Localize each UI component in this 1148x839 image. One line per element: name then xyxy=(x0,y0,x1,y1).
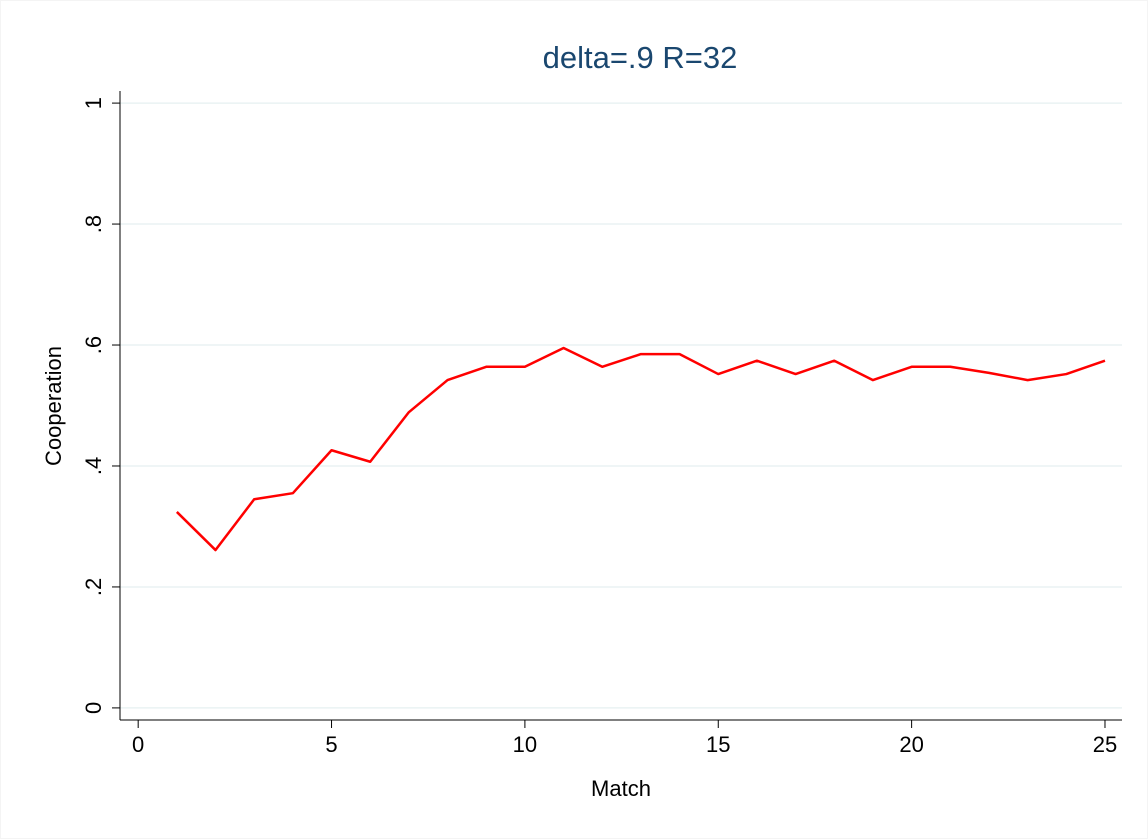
y-axis-label: Cooperation xyxy=(41,346,66,466)
x-tick-label: 0 xyxy=(132,732,144,757)
x-tick-label: 15 xyxy=(706,732,730,757)
y-tick-label: 0 xyxy=(81,702,106,714)
chart-title: delta=.9 R=32 xyxy=(543,40,738,75)
x-tick-label: 20 xyxy=(899,732,923,757)
y-tick-label: .4 xyxy=(81,457,106,475)
y-tick-label: .2 xyxy=(81,578,106,596)
x-tick-label: 25 xyxy=(1093,732,1117,757)
y-tick-label: .8 xyxy=(81,215,106,233)
y-tick-label: .6 xyxy=(81,336,106,354)
x-axis-label: Match xyxy=(591,776,651,801)
line xyxy=(175,346,1106,552)
x-tick-label: 5 xyxy=(325,732,337,757)
y-tick-label: 1 xyxy=(81,97,106,109)
x-tick-label: 10 xyxy=(513,732,537,757)
